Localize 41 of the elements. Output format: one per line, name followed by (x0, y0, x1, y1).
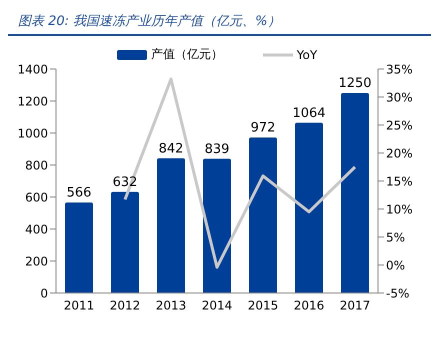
legend-label: YoY (296, 48, 318, 62)
y-tick-label: 800 (25, 158, 48, 172)
y2-tick-label: 20% (386, 146, 413, 160)
y2-tick-label: -5% (386, 286, 410, 300)
y-tick-label: 1200 (17, 94, 48, 108)
data-label: 839 (204, 142, 230, 157)
bar (341, 93, 369, 293)
x-tick-label: 2017 (340, 298, 370, 313)
y-tick-label: 1000 (17, 126, 48, 140)
y2-tick-label: 35% (386, 62, 413, 76)
bar (65, 202, 93, 293)
data-label: 1064 (292, 106, 326, 121)
y2-tick-label: 25% (386, 118, 413, 132)
y-tick-label: 600 (25, 190, 48, 204)
x-tick-label: 2013 (156, 298, 186, 313)
y-tick-label: 200 (25, 254, 48, 268)
y-tick-label: 0 (40, 286, 48, 300)
bar (157, 158, 185, 293)
y2-tick-label: 15% (386, 174, 413, 188)
y2-tick-label: 30% (386, 90, 413, 104)
legend-label: 产值（亿元） (150, 46, 223, 63)
y-tick-label: 1400 (17, 62, 48, 76)
data-label: 972 (250, 120, 276, 136)
bar (249, 137, 277, 293)
y-tick-label: 400 (25, 222, 48, 236)
data-label: 1250 (338, 76, 372, 91)
x-tick-label: 2014 (202, 298, 232, 313)
chart-title: 图表 20: 我国速冻产业历年产值（亿元、%） (8, 8, 431, 36)
x-tick-label: 2012 (110, 298, 140, 313)
bar (203, 158, 231, 293)
y2-tick-label: 10% (386, 202, 413, 216)
x-tick-label: 2016 (294, 298, 324, 313)
data-label: 566 (66, 185, 92, 200)
bar (295, 122, 323, 293)
y2-tick-label: 5% (386, 230, 406, 244)
data-label: 842 (158, 141, 184, 156)
x-tick-label: 2011 (64, 298, 94, 313)
y2-tick-label: 0% (386, 258, 406, 272)
data-label: 632 (112, 174, 138, 190)
bar (111, 192, 139, 293)
x-tick-label: 2015 (248, 298, 278, 313)
